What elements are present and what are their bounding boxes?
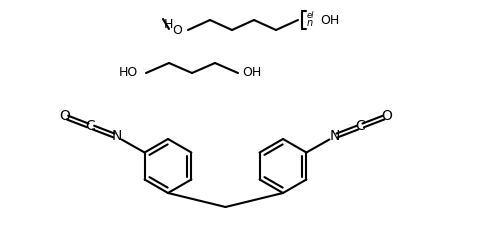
Text: C: C: [86, 120, 96, 133]
Text: O: O: [59, 110, 70, 124]
Text: H: H: [164, 18, 172, 31]
Text: O: O: [172, 24, 182, 36]
Text: HO: HO: [118, 66, 138, 80]
Text: N: N: [329, 129, 340, 144]
Text: OH: OH: [242, 66, 262, 80]
Text: OH: OH: [320, 13, 339, 27]
Text: O: O: [381, 110, 392, 124]
Text: C: C: [356, 120, 366, 133]
Text: el: el: [307, 10, 314, 20]
Text: N: N: [112, 129, 122, 144]
Text: n: n: [307, 18, 313, 28]
